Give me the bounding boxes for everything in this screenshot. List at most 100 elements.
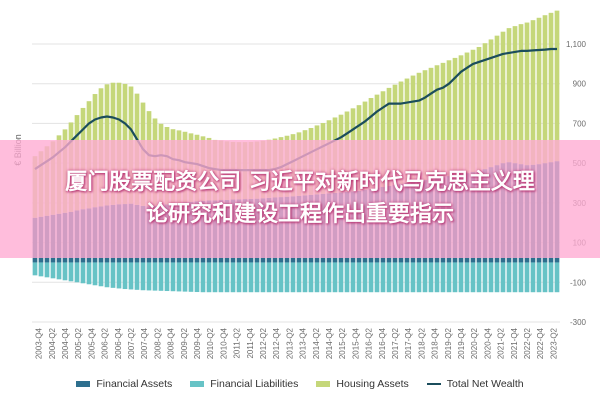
bar-financial-liabilities <box>98 262 104 287</box>
overlay-banner: 厦门股票配资公司 习近平对新时代马克思主义理 论研究和建设工程作出重要指示 <box>0 140 600 258</box>
bar-financial-liabilities <box>50 262 56 279</box>
bar-financial-liabilities <box>218 262 224 293</box>
bar-financial-liabilities <box>380 262 386 293</box>
bar-financial-liabilities <box>38 262 44 277</box>
bar-financial-liabilities <box>320 262 326 293</box>
bar-financial-liabilities <box>554 262 560 293</box>
bar-financial-liabilities <box>404 262 410 293</box>
bar-financial-liabilities <box>140 262 146 291</box>
x-tick-label: 2021-Q2 <box>497 327 506 359</box>
bar-financial-liabilities <box>44 262 50 278</box>
bar-housing-assets <box>512 26 518 164</box>
bar-financial-liabilities <box>530 262 536 293</box>
bar-financial-liabilities <box>338 262 344 293</box>
bar-housing-assets <box>518 24 524 165</box>
bar-financial-liabilities <box>284 262 290 293</box>
bar-financial-liabilities <box>158 262 164 291</box>
x-tick-label: 2014-Q2 <box>312 327 321 359</box>
bar-financial-liabilities <box>248 262 254 293</box>
x-tick-label: 2016-Q4 <box>378 327 387 359</box>
bar-financial-liabilities <box>374 262 380 293</box>
bar-financial-liabilities <box>110 262 116 288</box>
legend-swatch-financial-assets <box>76 381 91 387</box>
bar-financial-liabilities <box>74 262 80 283</box>
bar-financial-liabilities <box>128 262 134 290</box>
bar-financial-liabilities <box>230 262 236 293</box>
bar-financial-liabilities <box>494 262 500 293</box>
bar-financial-liabilities <box>362 262 368 293</box>
x-tick-label: 2011-Q2 <box>233 327 242 358</box>
bar-financial-liabilities <box>254 262 260 293</box>
bar-financial-liabilities <box>308 262 314 293</box>
y-tick-label: 900 <box>573 80 587 89</box>
bar-financial-liabilities <box>332 262 338 293</box>
x-tick-label: 2005-Q2 <box>74 327 83 359</box>
bar-financial-liabilities <box>464 262 470 293</box>
bar-housing-assets <box>416 72 422 182</box>
x-tick-label: 2022-Q2 <box>523 327 532 359</box>
bar-housing-assets <box>542 15 548 164</box>
x-tick-label: 2007-Q4 <box>140 327 149 359</box>
bar-financial-liabilities <box>146 262 152 291</box>
bar-financial-liabilities <box>506 262 512 293</box>
bar-financial-liabilities <box>428 262 434 293</box>
bar-financial-liabilities <box>452 262 458 293</box>
bar-financial-liabilities <box>32 262 38 276</box>
legend: Financial Assets Financial Liabilities H… <box>0 372 600 396</box>
bar-financial-liabilities <box>212 262 218 293</box>
x-tick-label: 2018-Q4 <box>431 327 440 359</box>
bar-financial-liabilities <box>446 262 452 293</box>
overlay-line-1: 厦门股票配资公司 习近平对新时代马克思主义理 <box>65 170 535 195</box>
legend-swatch-financial-liabilities <box>190 381 205 387</box>
legend-label-total-net-wealth: Total Net Wealth <box>446 378 524 390</box>
bar-housing-assets <box>488 39 494 168</box>
bar-housing-assets <box>398 81 404 184</box>
x-tick-label: 2019-Q2 <box>444 327 453 359</box>
y-tick-label: 700 <box>573 119 587 128</box>
bar-housing-assets <box>452 57 458 176</box>
bar-financial-liabilities <box>422 262 428 293</box>
bar-financial-liabilities <box>302 262 308 293</box>
x-tick-label: 2021-Q4 <box>510 327 519 359</box>
bar-financial-liabilities <box>416 262 422 293</box>
legend-item-financial-liabilities: Financial Liabilities <box>190 378 298 390</box>
legend-label-financial-liabilities: Financial Liabilities <box>210 378 299 390</box>
x-tick-label: 2014-Q4 <box>325 327 334 359</box>
bar-financial-liabilities <box>548 262 554 293</box>
x-tick-label: 2015-Q2 <box>338 327 347 359</box>
bar-financial-liabilities <box>260 262 266 293</box>
bar-financial-liabilities <box>434 262 440 293</box>
bar-financial-liabilities <box>104 262 110 288</box>
bar-financial-liabilities <box>542 262 548 293</box>
bar-housing-assets <box>500 31 506 164</box>
x-tick-label: 2018-Q2 <box>417 327 426 359</box>
x-tick-label: 2009-Q2 <box>180 327 189 359</box>
x-tick-label: 2015-Q4 <box>351 327 360 359</box>
bar-financial-liabilities <box>296 262 302 293</box>
bar-housing-assets <box>524 22 530 166</box>
bar-financial-liabilities <box>188 262 194 292</box>
bar-financial-liabilities <box>344 262 350 293</box>
bar-housing-assets <box>380 91 386 187</box>
bar-financial-liabilities <box>326 262 332 293</box>
bar-housing-assets <box>458 55 464 175</box>
y-tick-label: -300 <box>570 318 587 327</box>
bar-financial-liabilities <box>368 262 374 293</box>
bar-financial-liabilities <box>500 262 506 293</box>
bar-financial-liabilities <box>482 262 488 293</box>
legend-item-total-net-wealth: Total Net Wealth <box>426 378 524 390</box>
bar-financial-liabilities <box>242 262 248 293</box>
legend-label-housing-assets: Housing Assets <box>336 378 409 390</box>
bar-financial-liabilities <box>410 262 416 293</box>
bar-housing-assets <box>506 28 512 163</box>
legend-swatch-housing-assets <box>316 381 331 387</box>
x-tick-label: 2022-Q4 <box>536 327 545 359</box>
x-tick-label: 2020-Q2 <box>470 327 479 359</box>
bar-financial-liabilities <box>278 262 284 293</box>
bar-financial-liabilities <box>194 262 200 293</box>
x-tick-label: 2011-Q4 <box>246 327 255 358</box>
bar-housing-assets <box>440 62 446 178</box>
bar-housing-assets <box>428 67 434 180</box>
bar-financial-liabilities <box>116 262 122 289</box>
x-tick-label: 2007-Q2 <box>127 327 136 359</box>
